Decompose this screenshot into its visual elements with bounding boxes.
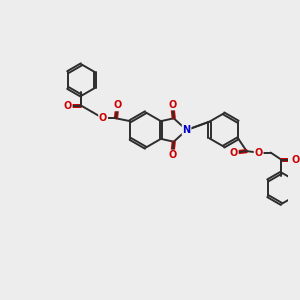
Text: O: O xyxy=(168,100,176,110)
Text: O: O xyxy=(168,150,176,161)
Text: O: O xyxy=(64,101,72,111)
Text: O: O xyxy=(230,148,238,158)
Text: O: O xyxy=(254,148,263,158)
Text: O: O xyxy=(291,155,299,165)
Text: O: O xyxy=(113,100,122,110)
Text: O: O xyxy=(99,113,107,123)
Text: N: N xyxy=(182,125,190,135)
